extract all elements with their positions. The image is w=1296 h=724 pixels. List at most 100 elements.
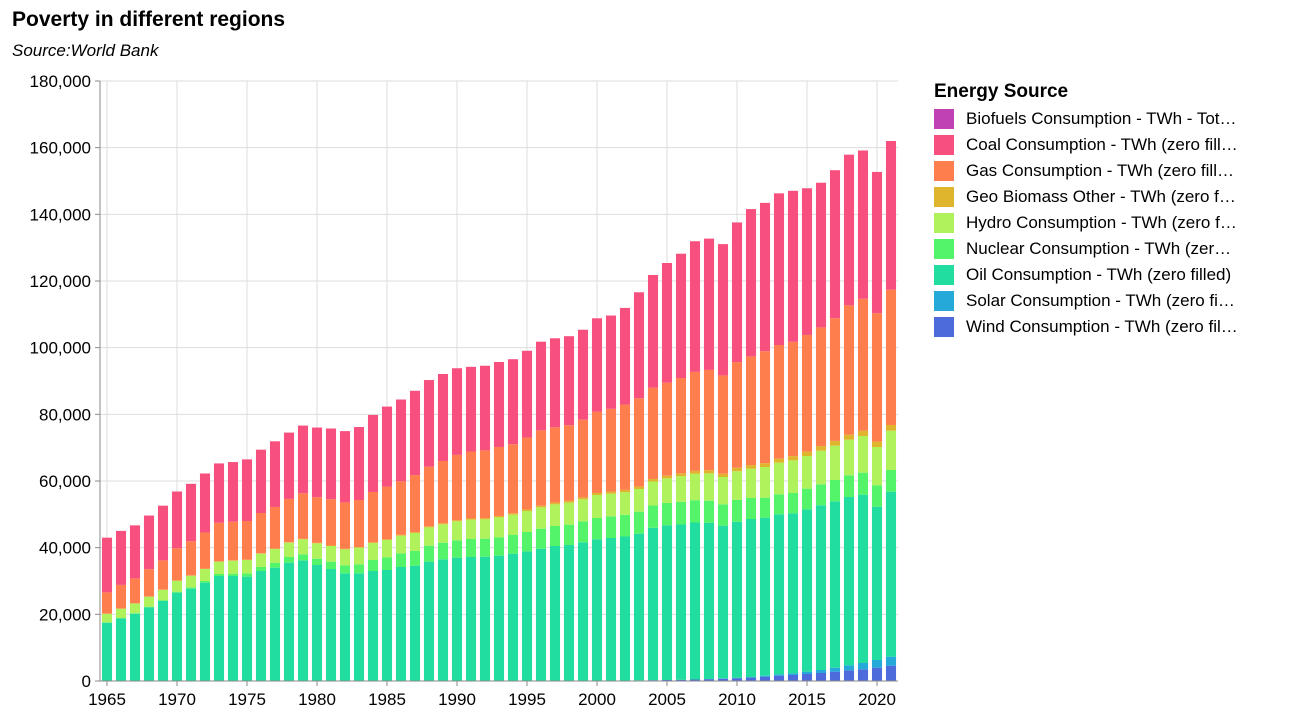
bar-segment: [381, 557, 393, 570]
bar-segment: [773, 345, 785, 459]
x-tick-label: 1975: [228, 690, 266, 709]
y-tick-label: 180,000: [30, 72, 91, 91]
bar-segment: [885, 141, 897, 290]
bar-segment: [395, 535, 407, 554]
legend-swatch: [934, 135, 954, 155]
bar-segment: [577, 499, 589, 522]
bar-segment: [423, 466, 435, 527]
bar-segment: [129, 578, 141, 604]
bar-segment: [885, 665, 897, 681]
bar-segment: [227, 521, 239, 561]
bar-segment: [367, 542, 379, 543]
bar-segment: [717, 375, 729, 474]
legend-label: Solar Consumption - TWh (zero fi…: [966, 291, 1235, 310]
bar-segment: [801, 188, 813, 335]
bar-segment: [885, 491, 897, 657]
bar-segment: [269, 562, 281, 568]
bar-segment: [353, 573, 365, 681]
legend-item: Solar Consumption - TWh (zero fi…: [934, 288, 1290, 314]
y-tick-label: 60,000: [39, 472, 91, 491]
bar-segment: [675, 679, 687, 681]
bar-segment: [297, 560, 309, 681]
bar-segment: [717, 477, 729, 505]
bar-segment: [479, 450, 491, 519]
bar-segment: [885, 470, 897, 492]
bar-segment: [171, 580, 183, 592]
bar-segment: [423, 380, 435, 467]
bar-segment: [745, 465, 757, 469]
x-tick-label: 2010: [718, 690, 756, 709]
bar-segment: [815, 450, 827, 485]
x-tick-label: 2005: [648, 690, 686, 709]
bar-segment: [731, 521, 743, 678]
bar-segment: [633, 292, 645, 399]
bar-segment: [703, 679, 715, 681]
bar-segment: [717, 504, 729, 526]
bar-segment: [185, 587, 197, 589]
bar-segment: [199, 532, 211, 569]
bar-segment: [409, 533, 421, 551]
bar-segment: [465, 366, 477, 452]
legend-swatch: [934, 317, 954, 337]
bar-segment: [437, 524, 449, 543]
bar-segment: [213, 463, 225, 523]
bar-segment: [759, 202, 771, 352]
bar-segment: [619, 404, 631, 490]
bar-segment: [339, 548, 351, 550]
bar-segment: [129, 613, 141, 681]
bar-segment: [367, 414, 379, 492]
bar-segment: [801, 671, 813, 674]
bar-segment: [339, 565, 351, 574]
bar-segment: [129, 613, 141, 614]
bar-segment: [423, 561, 435, 681]
bar-segment: [101, 537, 113, 593]
bar-segment: [129, 603, 141, 614]
bar-segment: [605, 491, 617, 494]
y-tick-label: 0: [82, 672, 91, 691]
bar-segment: [521, 511, 533, 532]
bar-segment: [787, 493, 799, 514]
bar-segment: [115, 530, 127, 585]
bar-segment: [521, 551, 533, 681]
bar-segment: [269, 441, 281, 507]
bar-segment: [241, 573, 253, 577]
bar-segment: [171, 548, 183, 581]
bar-segment: [479, 518, 491, 520]
y-tick-label: 40,000: [39, 539, 91, 558]
bar-segment: [647, 274, 659, 388]
bar-segment: [787, 675, 799, 681]
bar-segment: [563, 500, 575, 503]
bar-segment: [843, 670, 855, 681]
bar-segment: [479, 538, 491, 557]
bar-segment: [703, 470, 715, 474]
bar-segment: [199, 473, 211, 533]
chart-title: Poverty in different regions: [12, 8, 286, 31]
legend-label: Wind Consumption - TWh (zero fil…: [966, 317, 1238, 336]
bar-segment: [619, 514, 631, 537]
bar-segment: [759, 351, 771, 464]
bar-segment: [227, 560, 239, 574]
bar-segment: [213, 522, 225, 562]
bar-segment: [325, 428, 337, 500]
bar-segment: [871, 447, 883, 486]
legend-label: Hydro Consumption - TWh (zero f…: [966, 213, 1237, 232]
bar-segment: [213, 574, 225, 576]
bar-segment: [367, 543, 379, 560]
bar-segment: [857, 663, 869, 670]
bar-segment: [115, 618, 127, 681]
y-tick-label: 80,000: [39, 405, 91, 424]
bar-segment: [325, 545, 337, 546]
bar-segment: [689, 241, 701, 372]
bar-segment: [367, 571, 379, 681]
bar-segment: [171, 591, 183, 593]
chart-subtitle: Source:World Bank: [12, 41, 159, 60]
bar-segment: [815, 327, 827, 447]
bar-segment: [199, 581, 211, 583]
bar-segment: [647, 505, 659, 528]
bar-segment: [437, 559, 449, 681]
x-tick-label: 1970: [158, 690, 196, 709]
bar-segment: [773, 514, 785, 675]
bar-segment: [661, 263, 673, 383]
bar-segment: [619, 307, 631, 405]
bar-segment: [773, 193, 785, 345]
